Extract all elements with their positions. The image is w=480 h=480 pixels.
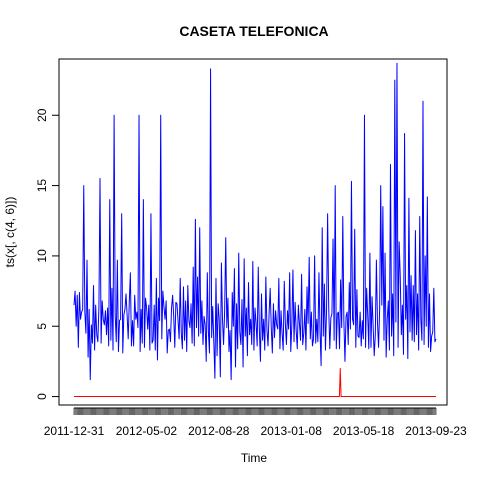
y-axis: 0 5 10 15 20 xyxy=(35,108,60,400)
x-axis-label: Time xyxy=(241,451,268,465)
x-tick-label: 2013-01-08 xyxy=(261,424,323,438)
y-tick-label: 20 xyxy=(35,108,49,122)
y-tick-label: 0 xyxy=(35,393,49,400)
x-tick-label: 2011-12-31 xyxy=(44,424,105,438)
x-tick-label: 2013-05-18 xyxy=(333,424,395,438)
series-layer xyxy=(73,62,437,398)
series-line-2 xyxy=(74,367,436,398)
x-tick-label: 2012-08-28 xyxy=(188,424,250,438)
y-tick-label: 5 xyxy=(35,323,49,330)
y-tick-label: 10 xyxy=(35,249,49,263)
y-axis-label: ts(x[, c(4, 6)]) xyxy=(3,197,17,268)
x-tick-label: 2013-09-23 xyxy=(405,424,467,438)
chart-title: CASETA TELEFONICA xyxy=(179,23,328,39)
x-tick-label: 2012-05-02 xyxy=(116,424,178,438)
x-axis: 2011-12-31 2012-05-02 2012-08-28 2013-01-08… xyxy=(44,407,467,438)
y-tick-label: 15 xyxy=(35,179,49,193)
series-line-1 xyxy=(73,62,437,381)
